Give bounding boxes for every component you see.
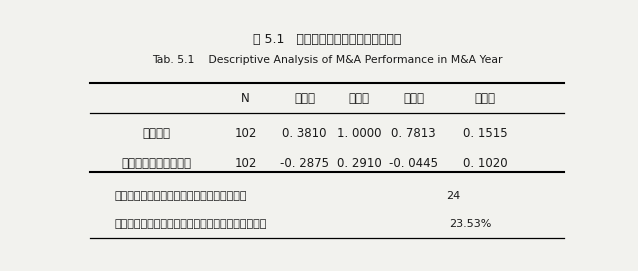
Text: 0. 3810: 0. 3810 [283, 127, 327, 140]
Text: 并购当年企业绩效高于并购前绩效的企业个数的比例: 并购当年企业绩效高于并购前绩效的企业个数的比例 [114, 220, 267, 230]
Text: 0. 2910: 0. 2910 [337, 157, 382, 170]
Text: 0. 1020: 0. 1020 [463, 157, 507, 170]
Text: 并购当年相对于并购前: 并购当年相对于并购前 [121, 157, 191, 170]
Text: 并购当年: 并购当年 [142, 127, 170, 140]
Text: 0. 1515: 0. 1515 [463, 127, 507, 140]
Text: 表 5.1   并购当年并购绩效的描述性分析: 表 5.1 并购当年并购绩效的描述性分析 [253, 33, 401, 46]
Text: Tab. 5.1    Descriptive Analysis of M&A Performance in M&A Year: Tab. 5.1 Descriptive Analysis of M&A Per… [152, 55, 502, 65]
Text: -0. 0445: -0. 0445 [389, 157, 438, 170]
Text: 102: 102 [234, 127, 256, 140]
Text: 并购当年企业绩效高于并购前绩效的企业个数: 并购当年企业绩效高于并购前绩效的企业个数 [114, 191, 247, 201]
Text: -0. 2875: -0. 2875 [280, 157, 329, 170]
Text: 24: 24 [446, 191, 460, 201]
Text: 0. 7813: 0. 7813 [391, 127, 436, 140]
Text: 最大值: 最大值 [348, 92, 369, 105]
Text: 1. 0000: 1. 0000 [337, 127, 382, 140]
Text: 平均值: 平均值 [403, 92, 424, 105]
Text: 23.53%: 23.53% [449, 220, 491, 230]
Text: 最小值: 最小值 [294, 92, 315, 105]
Text: N: N [241, 92, 249, 105]
Text: 102: 102 [234, 157, 256, 170]
Text: 标准差: 标准差 [475, 92, 496, 105]
